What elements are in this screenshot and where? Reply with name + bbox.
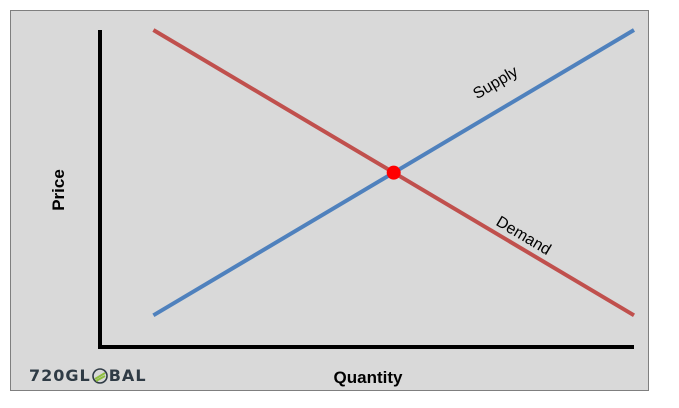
axes — [98, 30, 634, 349]
logo-text-end: BAL — [108, 366, 147, 385]
globe-icon — [91, 367, 108, 384]
chart-frame — [10, 10, 649, 391]
y-axis-title: Price — [49, 169, 68, 211]
logo-text-start: 720GL — [29, 366, 91, 385]
supply-curve-label: Supply — [470, 63, 521, 103]
x-axis-title: Quantity — [334, 368, 403, 387]
equilibrium-point — [386, 165, 401, 180]
brand-logo: 720GL BAL — [29, 366, 147, 385]
points-layer — [386, 165, 401, 180]
